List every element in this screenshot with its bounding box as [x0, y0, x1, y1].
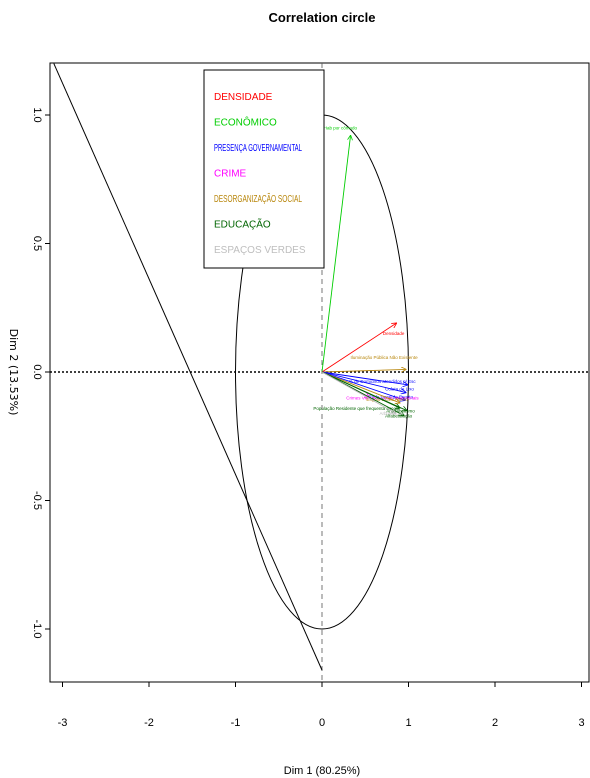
legend-entry: PRESENÇA GOVERNAMENTAL — [214, 143, 302, 154]
y-tick-label: 0.0 — [31, 364, 43, 379]
arrow-label: Densidade — [383, 331, 405, 336]
arrow-line — [321, 371, 405, 400]
x-tick-label: 3 — [578, 717, 584, 729]
arrow-label: Hab por cômodo — [324, 126, 358, 131]
x-tick-label: 0 — [319, 717, 325, 729]
y-tick-label: -1.0 — [31, 620, 43, 639]
arrow-line — [321, 371, 400, 403]
y-axis-label: Dim 2 (13.53%) — [7, 329, 20, 416]
arrow-label: Esgoto a Céu Aberto — [366, 397, 408, 402]
arrow-line — [321, 371, 408, 385]
legend-entry: ECONÔMICO — [214, 116, 277, 129]
legend-entry: DENSIDADE — [214, 92, 273, 103]
arrow-line — [321, 369, 406, 373]
variable-arrow: Iluminação Pública Não Existente — [321, 355, 419, 373]
arrow-label: Coleta de Lixo — [385, 387, 414, 392]
legend-entry: CRIME — [214, 169, 247, 180]
arrow-label: Crimes Violentos Letais Intencionais — [346, 396, 419, 401]
x-tick-label: 2 — [492, 717, 498, 729]
variable-arrow: % de Domicílios atendidos p/ Esc — [321, 371, 417, 385]
arrow-line — [321, 323, 396, 373]
reference-line — [53, 63, 323, 671]
y-tick-label: 0.5 — [31, 236, 43, 251]
legend-entry: EDUCAÇÃO — [214, 218, 271, 231]
arrow-line — [321, 371, 406, 393]
arrow-label: Iluminação Pública Não Existente — [351, 355, 419, 360]
y-axis: -1.0 -0.5 0.0 0.5 1.0 — [31, 107, 50, 638]
variable-arrow: Esgoto a Céu Aberto — [321, 371, 408, 403]
arrow-label: Rede Geral de Esgoto — [369, 394, 414, 399]
arrow-line — [321, 136, 351, 373]
variable-arrow: Arborização — [321, 371, 405, 416]
legend: DENSIDADE ECONÔMICO PRESENÇA GOVERNAMENTAL… — [203, 69, 325, 269]
arrow-label: % de Domicílios atendidos p/ Esc — [349, 379, 417, 384]
x-tick-label: -1 — [231, 717, 241, 729]
x-axis-label: Dim 1 (80.25%) — [284, 765, 360, 777]
legend-entry: DESORGANIZAÇÃO SOCIAL — [214, 192, 302, 205]
variable-arrow: Densidade — [321, 323, 405, 373]
x-tick-label: 1 — [405, 717, 411, 729]
legend-entry: ESPAÇOS VERDES — [214, 245, 306, 256]
y-tick-label: 1.0 — [31, 107, 43, 122]
x-tick-label: -3 — [58, 717, 68, 729]
x-axis: -3 -2 -1 0 1 2 3 — [58, 682, 585, 729]
variable-arrow: Hab por cômodo — [321, 126, 358, 373]
variable-arrow: Rede Geral de Esgoto — [321, 371, 414, 400]
variable-arrow: Coleta de Lixo — [321, 371, 414, 393]
arrow-line — [321, 371, 407, 411]
chart-title: Correlation circle — [269, 10, 376, 25]
arrow-label: Alfabetização — [385, 414, 413, 419]
arrow-line — [321, 371, 396, 413]
arrow-label: Arborização — [380, 411, 405, 416]
y-tick-label: -0.5 — [31, 491, 43, 510]
x-tick-label: -2 — [144, 717, 154, 729]
arrow-label: População Residente que frequenta escola — [313, 406, 400, 411]
legend-box — [203, 69, 325, 269]
